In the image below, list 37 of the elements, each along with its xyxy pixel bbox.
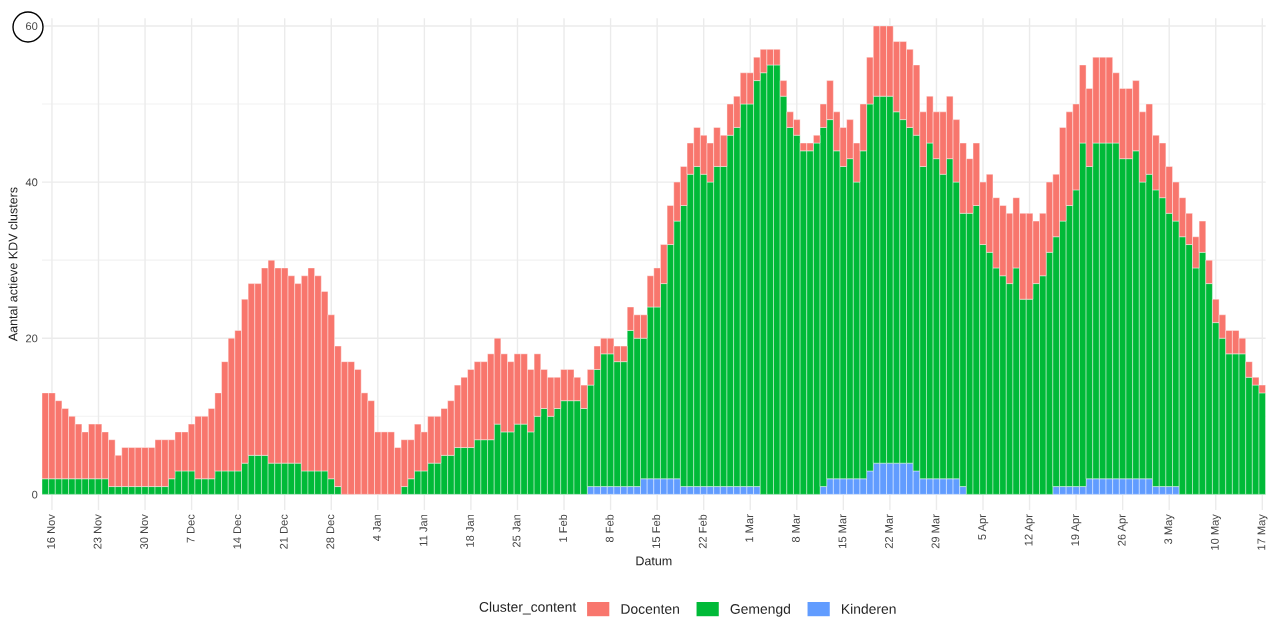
legend-label: Docenten: [621, 604, 679, 614]
x-tick-label: 25 Jan: [512, 514, 521, 547]
y-tick-label: 0: [32, 490, 38, 499]
y-axis-title: Aantal actieve KDV clusters: [8, 187, 18, 342]
x-tick-label: 14 Dec: [233, 514, 242, 549]
x-tick-label: 22 Mar: [885, 514, 893, 549]
x-tick-label: 8 Mar: [791, 514, 800, 543]
x-tick-label: 26 Apr: [1117, 514, 1128, 546]
x-tick-label: 28 Dec: [326, 514, 335, 549]
x-tick-label: 30 Nov: [140, 514, 149, 549]
legend-title: Cluster_content: [479, 601, 577, 615]
legend-label: Gemengd: [730, 603, 790, 617]
x-tick-label: 15 Feb: [651, 514, 661, 548]
x-tick-label: 22 Feb: [698, 514, 707, 549]
x-tick-label: 8 Feb: [605, 514, 614, 543]
y-tick-label: 20: [26, 334, 38, 343]
x-tick-label: 18 Jan: [466, 514, 474, 547]
x-tick-label: 10 May: [1210, 514, 1221, 550]
x-tick-label: 23 Nov: [93, 514, 102, 549]
x-tick-label: 11 Jan: [419, 514, 428, 546]
x-tick-label: 4 Jan: [373, 514, 381, 542]
y-tick-label: 40: [25, 178, 38, 187]
x-tick-label: 5 Apr: [978, 514, 989, 540]
x-tick-label: 12 Apr: [1024, 514, 1035, 546]
x-tick-label: 3 May: [1164, 514, 1175, 544]
legend-label: Kinderen: [842, 603, 896, 614]
x-tick-label: 17 May: [1257, 514, 1268, 550]
y-tick-label: 60: [26, 22, 38, 31]
x-tick-label: 1 Feb: [558, 514, 568, 542]
x-tick-label: 19 Apr: [1071, 514, 1082, 546]
x-tick-label: 7 Dec: [186, 514, 195, 543]
x-tick-label: 1 Mar: [745, 514, 754, 542]
x-tick-label: 15 Mar: [838, 514, 847, 548]
x-tick-label: 21 Dec: [279, 514, 288, 549]
x-tick-label: 16 Nov: [47, 514, 55, 549]
x-tick-label: 29 Mar: [931, 514, 940, 549]
x-axis-title: Datum: [636, 556, 672, 566]
